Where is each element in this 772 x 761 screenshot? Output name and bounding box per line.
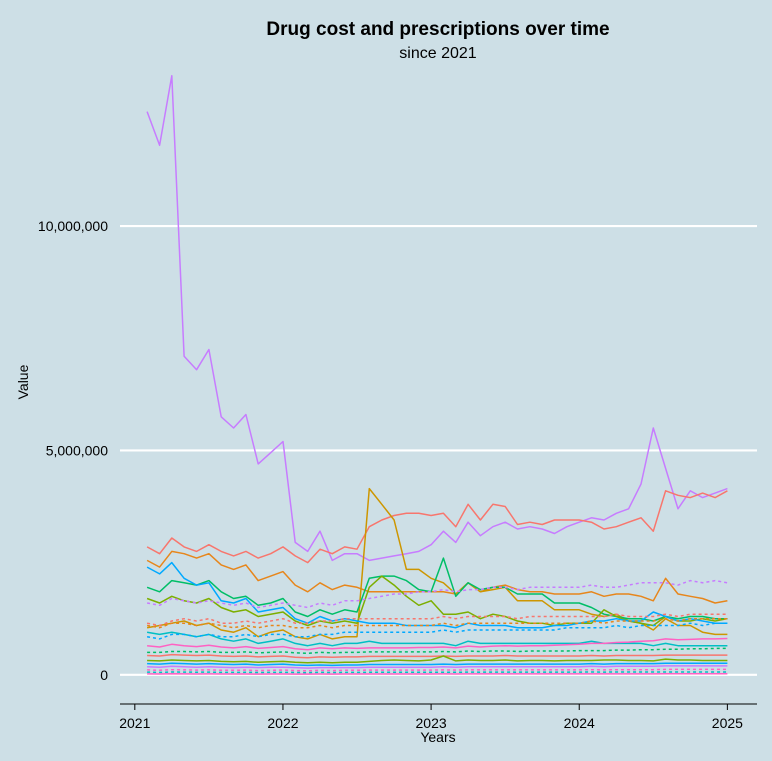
series-line-9 <box>146 579 728 609</box>
series-line-3 <box>146 550 728 604</box>
series-line-13 <box>147 647 728 655</box>
series-line-19 <box>147 668 728 672</box>
series-group <box>146 74 728 675</box>
chart-title: Drug cost and prescriptions over time <box>266 19 609 40</box>
series-line-1 <box>146 74 728 562</box>
x-tick-label: 2024 <box>564 715 595 731</box>
series-line-18 <box>147 665 728 669</box>
y-tick-label: 0 <box>100 667 108 683</box>
series-line-16 <box>147 655 728 664</box>
series-line-10 <box>146 613 728 627</box>
series-line-11 <box>146 617 728 629</box>
y-tick-label: 10,000,000 <box>38 218 108 234</box>
x-ticks: 2021 2022 2023 2024 2025 <box>119 704 743 731</box>
series-line-2 <box>146 490 728 564</box>
series-line-20 <box>147 671 728 674</box>
x-tick-label: 2023 <box>416 715 447 731</box>
chart-subtitle: since 2021 <box>399 45 476 62</box>
series-line-8 <box>146 631 728 647</box>
x-axis-label: Years <box>420 729 455 745</box>
x-tick-label: 2021 <box>119 715 150 731</box>
y-axis-label: Value <box>15 364 31 399</box>
y-tick-label: 5,000,000 <box>46 442 108 458</box>
series-line-15 <box>147 653 728 659</box>
x-tick-label: 2022 <box>267 715 298 731</box>
y-ticks: 0 5,000,000 10,000,000 <box>38 218 108 683</box>
series-line-17 <box>147 662 728 667</box>
series-line-5 <box>146 557 728 622</box>
series-line-14 <box>147 637 728 651</box>
grid-lines <box>120 224 757 676</box>
series-line-12 <box>146 622 728 640</box>
x-tick-label: 2025 <box>712 715 743 731</box>
